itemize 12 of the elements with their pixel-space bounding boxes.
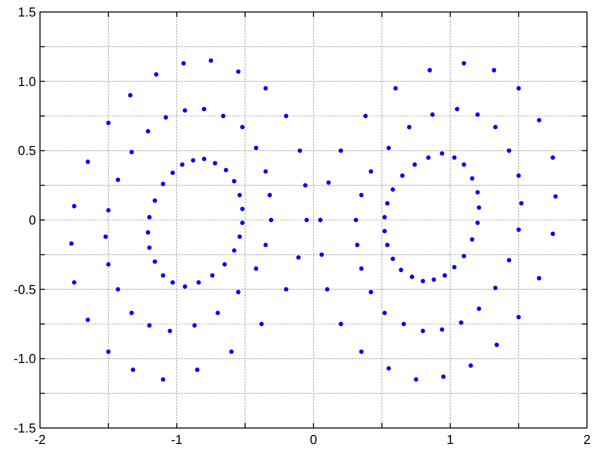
x-tick-label: 2	[583, 432, 591, 447]
y-tick-label: 0	[28, 212, 36, 228]
x-tick-label: 0	[310, 432, 318, 447]
y-tick-label: 1.0	[18, 74, 36, 89]
y-tick-label: -1.5	[14, 420, 36, 436]
y-tick-label: 1.5	[18, 4, 36, 20]
y-tick-label: -1.0	[14, 351, 36, 366]
x-tick-label: -2	[34, 432, 46, 447]
x-tick-label: -1	[170, 432, 183, 447]
y-tick-label: 0.5	[18, 143, 36, 158]
y-tick-label: -0.5	[14, 282, 36, 297]
x-tick-label: 1	[446, 432, 454, 447]
